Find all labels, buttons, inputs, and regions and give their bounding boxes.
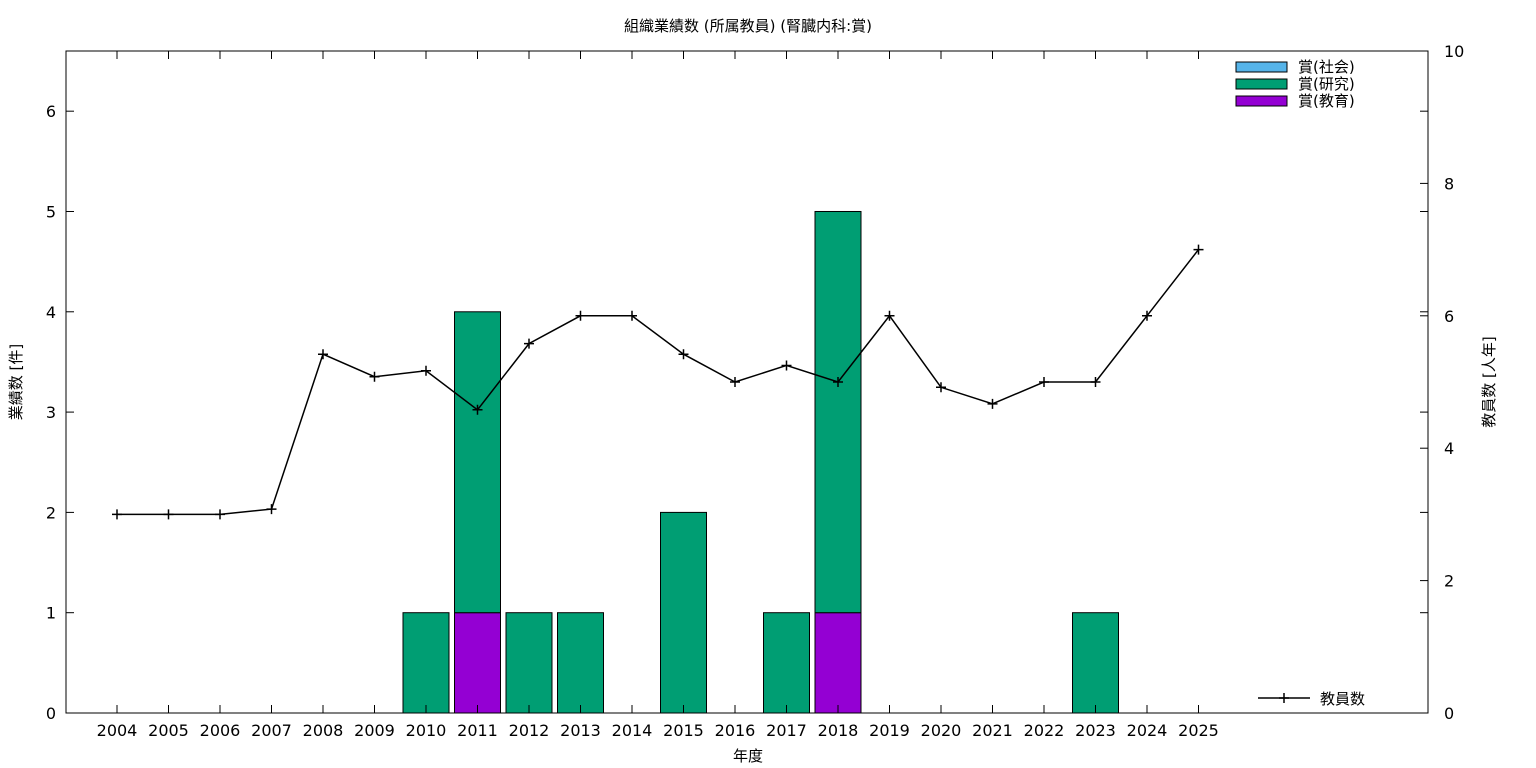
x-tick-label: 2012 <box>509 721 550 740</box>
legend-line-marker <box>1279 693 1289 703</box>
bar-2010 <box>402 612 450 714</box>
y-tick-label: 6 <box>46 102 56 121</box>
bar-2017 <box>763 612 810 714</box>
bars-layer <box>402 210 1119 714</box>
line-point-2015 <box>678 349 689 360</box>
legend-label: 賞(教育) <box>1298 92 1355 110</box>
line-layer <box>112 244 1204 520</box>
line-point-2013 <box>575 310 586 321</box>
line-point-2007 <box>266 504 277 515</box>
x-tick-label: 2023 <box>1075 721 1116 740</box>
y-tick-label: 1 <box>46 604 56 623</box>
x-tick-label: 2005 <box>148 721 189 740</box>
line-point-2022 <box>1039 377 1049 387</box>
line-point-2019 <box>884 310 895 321</box>
x-tick-label: 2018 <box>818 721 859 740</box>
y2-axis: 0 2 4 6 8 10 <box>1420 42 1464 723</box>
bar-2013 <box>557 612 604 714</box>
legend-line-label: 教員数 <box>1320 690 1365 708</box>
line-point-2014 <box>627 310 637 321</box>
line-point-2021 <box>987 398 998 409</box>
legend-swatch <box>1235 78 1288 90</box>
y-axis: 0 1 2 3 4 5 6 <box>46 102 1428 723</box>
y-tick-label: 0 <box>46 704 56 723</box>
x-tick-label: 2006 <box>200 721 241 740</box>
line-point-2012 <box>524 338 534 349</box>
x-tick-label: 2025 <box>1178 721 1219 740</box>
line-point-2020 <box>936 382 946 393</box>
x-tick-label: 2016 <box>715 721 756 740</box>
line-point-2024 <box>1142 310 1152 321</box>
x-tick-label: 2004 <box>97 721 138 740</box>
line-point-2025 <box>1193 244 1204 255</box>
x-axis: 2004 2005 2006 2007 2008 2009 2010 2011 2012 2013… <box>97 51 1219 740</box>
line-point-2017 <box>781 360 792 371</box>
bar-2023 <box>1072 612 1119 714</box>
x-tick-label: 2010 <box>406 721 447 740</box>
line-point-2004 <box>112 509 122 520</box>
line-point-2023 <box>1090 377 1101 387</box>
legend-swatch <box>1235 61 1288 73</box>
x-tick-label: 2013 <box>560 721 601 740</box>
bar-2018 <box>814 210 862 614</box>
y2-tick-label: 10 <box>1444 42 1464 61</box>
x-tick-label: 2015 <box>663 721 704 740</box>
x-axis-title: 年度 <box>733 747 763 765</box>
y-tick-label: 3 <box>46 403 56 422</box>
y-axis-title: 業績数 [件] <box>7 344 25 420</box>
line-point-2005 <box>163 509 174 520</box>
x-tick-label: 2020 <box>921 721 962 740</box>
line-point-2006 <box>215 509 225 520</box>
x-tick-label: 2021 <box>972 721 1013 740</box>
x-tick-label: 2019 <box>869 721 910 740</box>
y-tick-label: 2 <box>46 503 56 522</box>
bar-2018 <box>814 612 862 714</box>
y2-axis-title: 教員数 [人年] <box>1480 336 1498 427</box>
y2-tick-label: 0 <box>1444 704 1454 723</box>
bar-2015 <box>660 511 707 714</box>
line-point-2016 <box>730 377 740 387</box>
bar-2012 <box>505 612 553 714</box>
bar-2011 <box>454 612 501 714</box>
y2-tick-label: 4 <box>1444 439 1454 458</box>
x-tick-label: 2014 <box>612 721 653 740</box>
legend-label: 賞(社会) <box>1298 58 1355 76</box>
y-tick-label: 4 <box>46 303 56 322</box>
x-tick-label: 2007 <box>251 721 292 740</box>
x-tick-label: 2011 <box>457 721 498 740</box>
x-tick-label: 2017 <box>766 721 807 740</box>
legend-label: 賞(研究) <box>1298 75 1355 93</box>
x-tick-label: 2022 <box>1024 721 1065 740</box>
x-tick-label: 2008 <box>303 721 344 740</box>
y2-tick-label: 6 <box>1444 307 1454 326</box>
line-point-2011 <box>472 404 483 415</box>
y2-tick-label: 2 <box>1444 572 1454 591</box>
chart-title: 組織業績数 (所属教員) (腎臓内科:賞) <box>624 17 872 35</box>
plot-frame <box>65 50 1429 714</box>
legend-swatch <box>1235 95 1288 107</box>
line-point-2008 <box>318 349 328 360</box>
line-point-2018 <box>833 377 843 387</box>
x-tick-label: 2009 <box>354 721 395 740</box>
y2-tick-label: 8 <box>1444 174 1454 193</box>
x-tick-label: 2024 <box>1127 721 1168 740</box>
faculty-line <box>117 249 1200 516</box>
bar-2011 <box>454 311 501 614</box>
line-point-2009 <box>369 371 380 382</box>
y-tick-label: 5 <box>46 202 56 221</box>
legend: 賞(社会)賞(研究)賞(教育) 教員数 <box>1235 58 1365 708</box>
line-point-2010 <box>421 365 431 376</box>
